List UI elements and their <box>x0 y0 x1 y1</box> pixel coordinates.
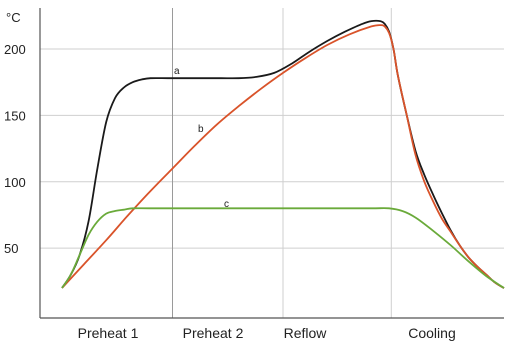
phase-label-1: Preheat 1 <box>78 325 139 341</box>
labels: 200 150 100 50 Preheat 1 Preheat 2 Reflow Cooli… <box>4 42 456 341</box>
series-lines <box>61 19 505 289</box>
series-label-b: b <box>198 124 204 135</box>
grid <box>40 8 504 318</box>
series-line-a <box>61 19 505 289</box>
series-line-b <box>61 24 505 289</box>
phase-label-2: Preheat 2 <box>183 325 244 341</box>
phase-label-3: Reflow <box>284 325 328 341</box>
axes <box>39 8 504 319</box>
y-tick-label-150: 150 <box>4 108 26 123</box>
series-label-c: c <box>224 199 229 210</box>
y-axis-unit: °C <box>6 10 21 25</box>
y-tick-label-50: 50 <box>4 241 18 256</box>
series-label-a: a <box>174 66 180 77</box>
phase-label-4: Cooling <box>408 325 455 341</box>
y-tick-label-200: 200 <box>4 42 26 57</box>
y-tick-label-100: 100 <box>4 175 26 190</box>
series-line-c <box>61 207 505 289</box>
